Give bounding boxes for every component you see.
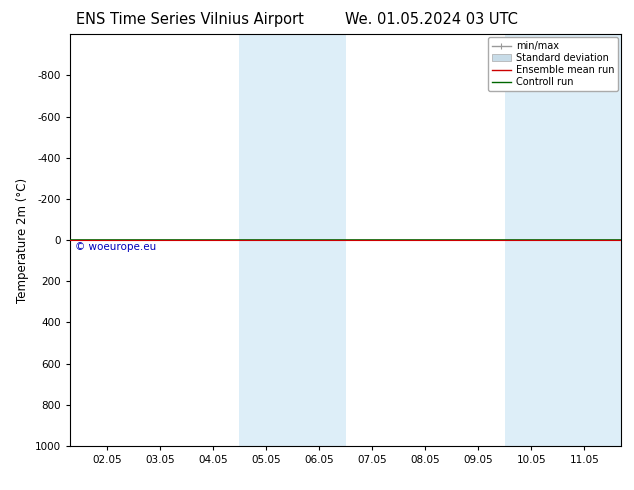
Bar: [505, 34, 621, 446]
Legend: min/max, Standard deviation, Ensemble mean run, Controll run: min/max, Standard deviation, Ensemble me…: [488, 37, 618, 91]
Y-axis label: Temperature 2m (°C): Temperature 2m (°C): [16, 177, 29, 303]
Text: © woeurope.eu: © woeurope.eu: [75, 242, 157, 252]
Bar: [240, 34, 346, 446]
Text: We. 01.05.2024 03 UTC: We. 01.05.2024 03 UTC: [345, 12, 517, 27]
Text: ENS Time Series Vilnius Airport: ENS Time Series Vilnius Airport: [76, 12, 304, 27]
